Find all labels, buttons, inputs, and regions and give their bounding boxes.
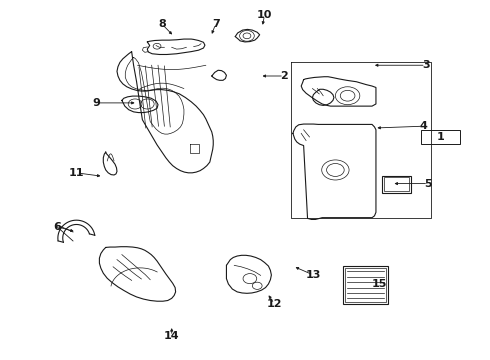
Text: 9: 9 [92,98,100,108]
Text: 15: 15 [372,279,387,289]
Text: 5: 5 [424,179,432,189]
Text: 11: 11 [69,168,84,178]
Text: 7: 7 [212,19,220,29]
Text: 10: 10 [257,10,272,20]
Bar [344,267,386,302]
Bar [343,266,388,304]
Text: 13: 13 [306,270,321,280]
Text: 1: 1 [437,132,444,142]
FancyBboxPatch shape [421,130,460,144]
Bar [384,177,409,192]
Text: 4: 4 [419,121,427,131]
Text: 3: 3 [422,60,430,70]
Text: 2: 2 [280,71,288,81]
Text: 12: 12 [267,299,282,309]
Bar [382,176,411,193]
Text: 14: 14 [164,331,179,341]
Text: 8: 8 [158,19,166,29]
Text: 6: 6 [53,222,61,231]
